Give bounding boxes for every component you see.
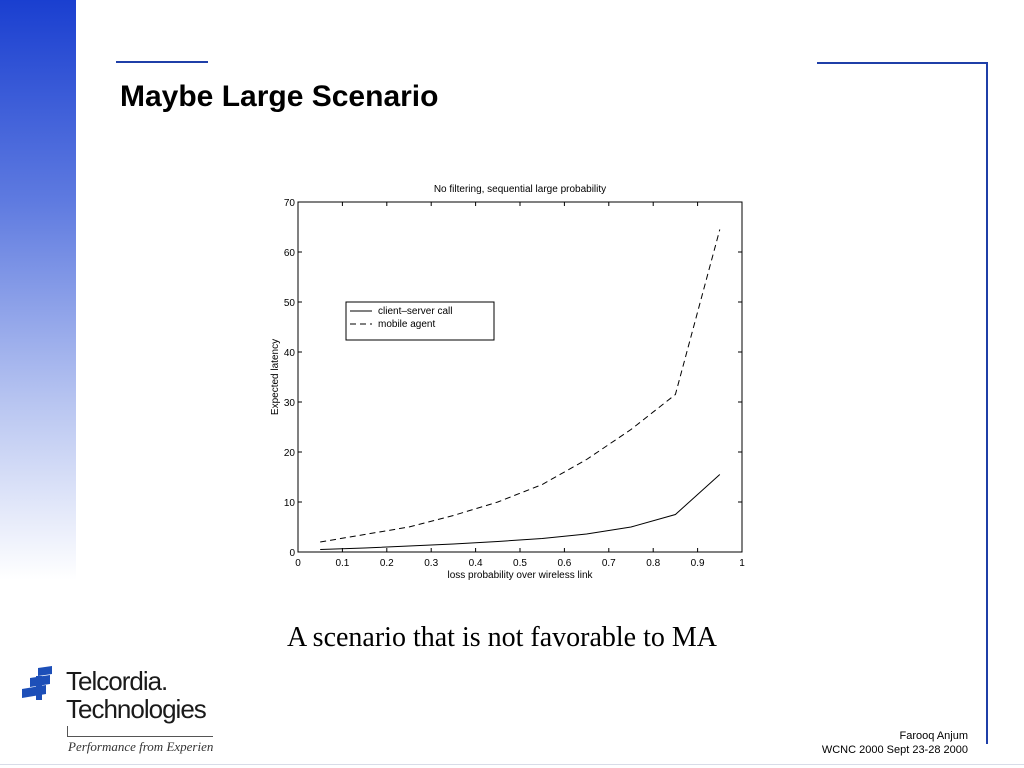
plot-frame bbox=[297, 201, 743, 553]
title-rule-left bbox=[116, 61, 208, 63]
y-tick-label: 30 bbox=[284, 398, 296, 409]
footer: Farooq Anjum WCNC 2000 Sept 23-28 2000 bbox=[822, 729, 968, 757]
legend-label: mobile agent bbox=[378, 319, 435, 330]
chart-svg: No filtering, sequential large probabili… bbox=[270, 184, 745, 581]
series-line-client-server-call bbox=[320, 474, 721, 550]
x-tick-label: 0.9 bbox=[691, 558, 705, 569]
y-axis-label: Expected latency bbox=[270, 339, 281, 415]
x-tick-label: 0.6 bbox=[557, 558, 571, 569]
y-tick-label: 0 bbox=[289, 548, 295, 559]
x-tick-label: 0 bbox=[295, 558, 301, 569]
logo-tagline: Performance from Experien bbox=[68, 739, 214, 754]
y-tick-label: 60 bbox=[284, 248, 296, 259]
bottom-rule bbox=[0, 764, 1024, 765]
legend-label: client–server call bbox=[378, 306, 452, 317]
x-tick-label: 0.8 bbox=[646, 558, 660, 569]
side-gradient-bar bbox=[0, 0, 76, 580]
chart: No filtering, sequential large probabili… bbox=[262, 178, 762, 588]
x-tick-label: 0.4 bbox=[469, 558, 483, 569]
x-tick-label: 0.3 bbox=[424, 558, 438, 569]
logo-bracket bbox=[67, 726, 213, 737]
slide-title: Maybe Large Scenario bbox=[120, 80, 439, 113]
telcordia-logo: Telcordia. Technologies Performance from… bbox=[22, 664, 222, 754]
legend-box bbox=[345, 301, 495, 341]
y-tick-label: 20 bbox=[284, 448, 296, 459]
x-tick-label: 0.1 bbox=[335, 558, 349, 569]
chart-title: No filtering, sequential large probabili… bbox=[434, 184, 606, 195]
y-tick-label: 10 bbox=[284, 498, 296, 509]
y-tick-label: 50 bbox=[284, 298, 296, 309]
title-rule-right bbox=[817, 62, 987, 64]
y-tick-label: 70 bbox=[284, 198, 296, 209]
x-tick-label: 0.7 bbox=[602, 558, 616, 569]
frame-rule-vertical bbox=[986, 62, 988, 744]
y-tick-label: 40 bbox=[284, 348, 296, 359]
footer-event: WCNC 2000 Sept 23-28 2000 bbox=[821, 744, 968, 756]
footer-author: Farooq Anjum bbox=[899, 730, 968, 742]
x-axis-label: loss probability over wireless link bbox=[447, 570, 593, 581]
telcordia-logo-icon bbox=[22, 666, 52, 700]
logo-wordmark-line2: Technologies bbox=[66, 694, 207, 724]
series-line-mobile-agent bbox=[320, 229, 721, 543]
x-tick-label: 1 bbox=[739, 558, 745, 569]
x-tick-label: 0.5 bbox=[513, 558, 527, 569]
slide-caption: A scenario that is not favorable to MA bbox=[287, 622, 718, 653]
x-tick-label: 0.2 bbox=[380, 558, 394, 569]
logo-wordmark-line1: Telcordia. bbox=[66, 666, 168, 696]
